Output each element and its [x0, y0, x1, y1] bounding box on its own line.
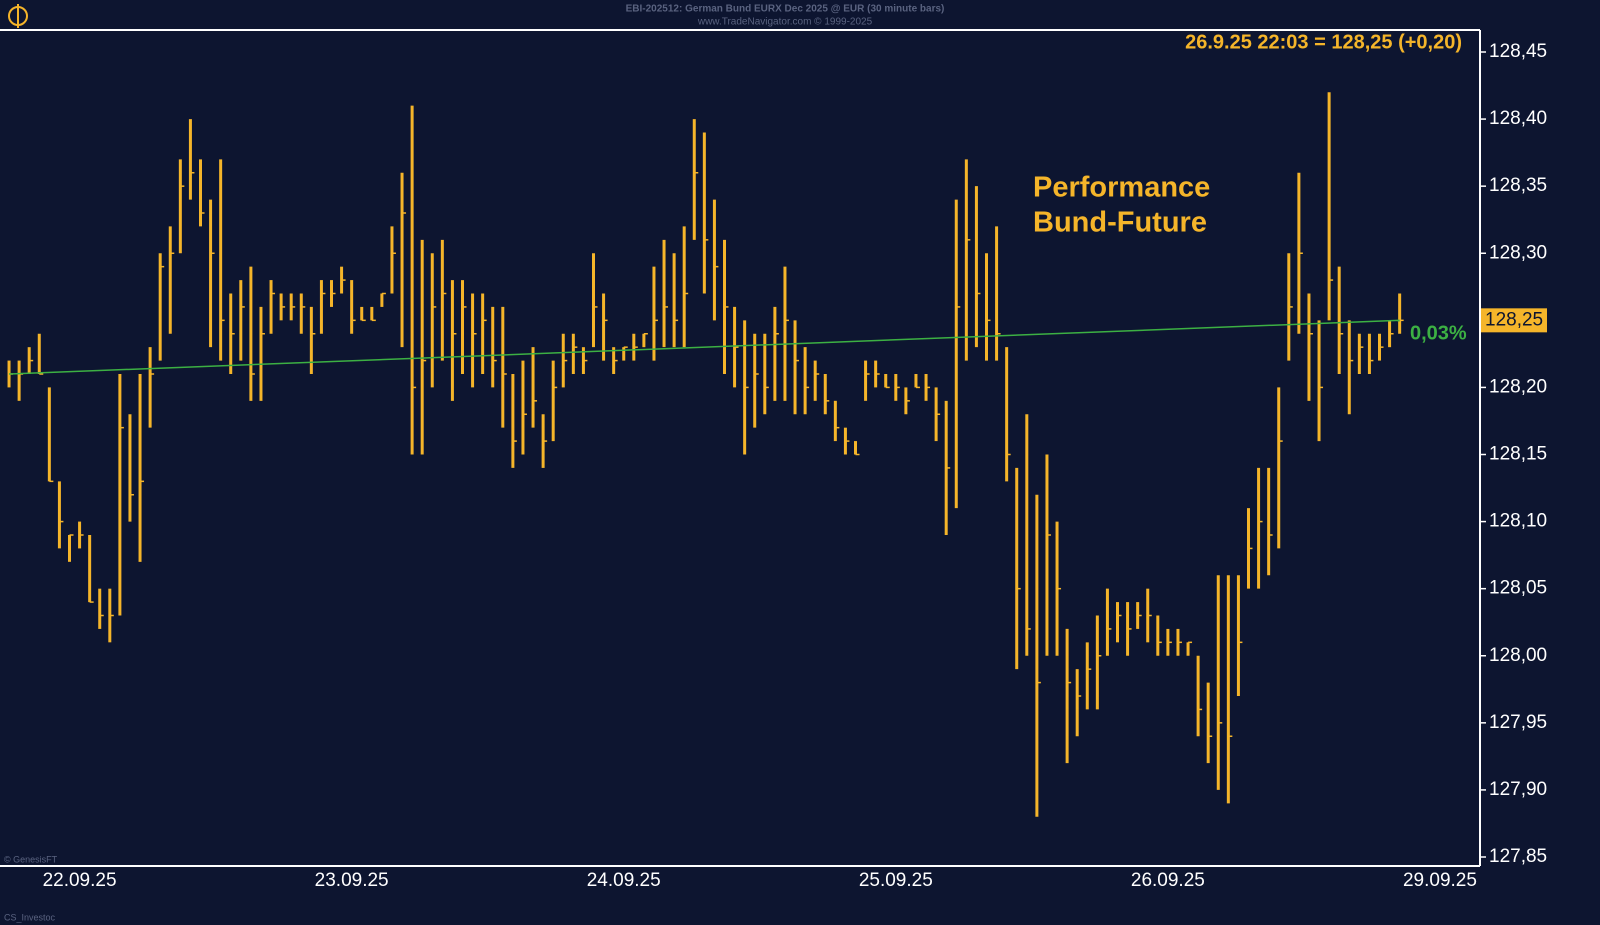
- y-tick-label: 128,05: [1489, 578, 1547, 599]
- x-tick-label: 22.09.25: [43, 870, 117, 891]
- performance-label: 0,03%: [1410, 323, 1467, 345]
- last-price-badge: [1481, 308, 1547, 333]
- x-tick-label: 29.09.25: [1403, 870, 1477, 891]
- y-tick-label: 128,45: [1489, 41, 1547, 62]
- logo: [8, 4, 28, 28]
- x-tick-label: 23.09.25: [315, 870, 389, 891]
- y-tick-label: 128,35: [1489, 175, 1547, 196]
- y-tick-label: 128,40: [1489, 108, 1547, 129]
- x-tick-label: 25.09.25: [859, 870, 933, 891]
- title-line: Bund-Future: [1033, 207, 1207, 239]
- header: EBI-202512: German Bund EURX Dec 2025 @ …: [626, 4, 945, 15]
- y-tick-label: 127,95: [1489, 712, 1547, 733]
- quote: 26.9.25 22:03 = 128,25 (+0,20): [1185, 31, 1462, 53]
- title-line: Performance: [1033, 172, 1210, 204]
- y-tick-label: 128,20: [1489, 376, 1547, 397]
- y-tick-label: 127,90: [1489, 779, 1547, 800]
- y-tick-label: 127,85: [1489, 846, 1547, 867]
- y-tick-label: 128,30: [1489, 242, 1547, 263]
- subheader: www.TradeNavigator.com © 1999-2025: [697, 17, 873, 28]
- source: © GenesisFT: [4, 854, 58, 864]
- performance-line: [9, 319, 1400, 375]
- author: CS_Investoc: [4, 912, 56, 922]
- y-tick-label: 128,00: [1489, 645, 1547, 666]
- y-tick-label: 128,10: [1489, 511, 1547, 532]
- last-price-label: 128,25: [1485, 309, 1543, 330]
- x-tick-label: 26.09.25: [1131, 870, 1205, 891]
- x-tick-label: 24.09.25: [587, 870, 661, 891]
- y-tick-label: 128,15: [1489, 444, 1547, 465]
